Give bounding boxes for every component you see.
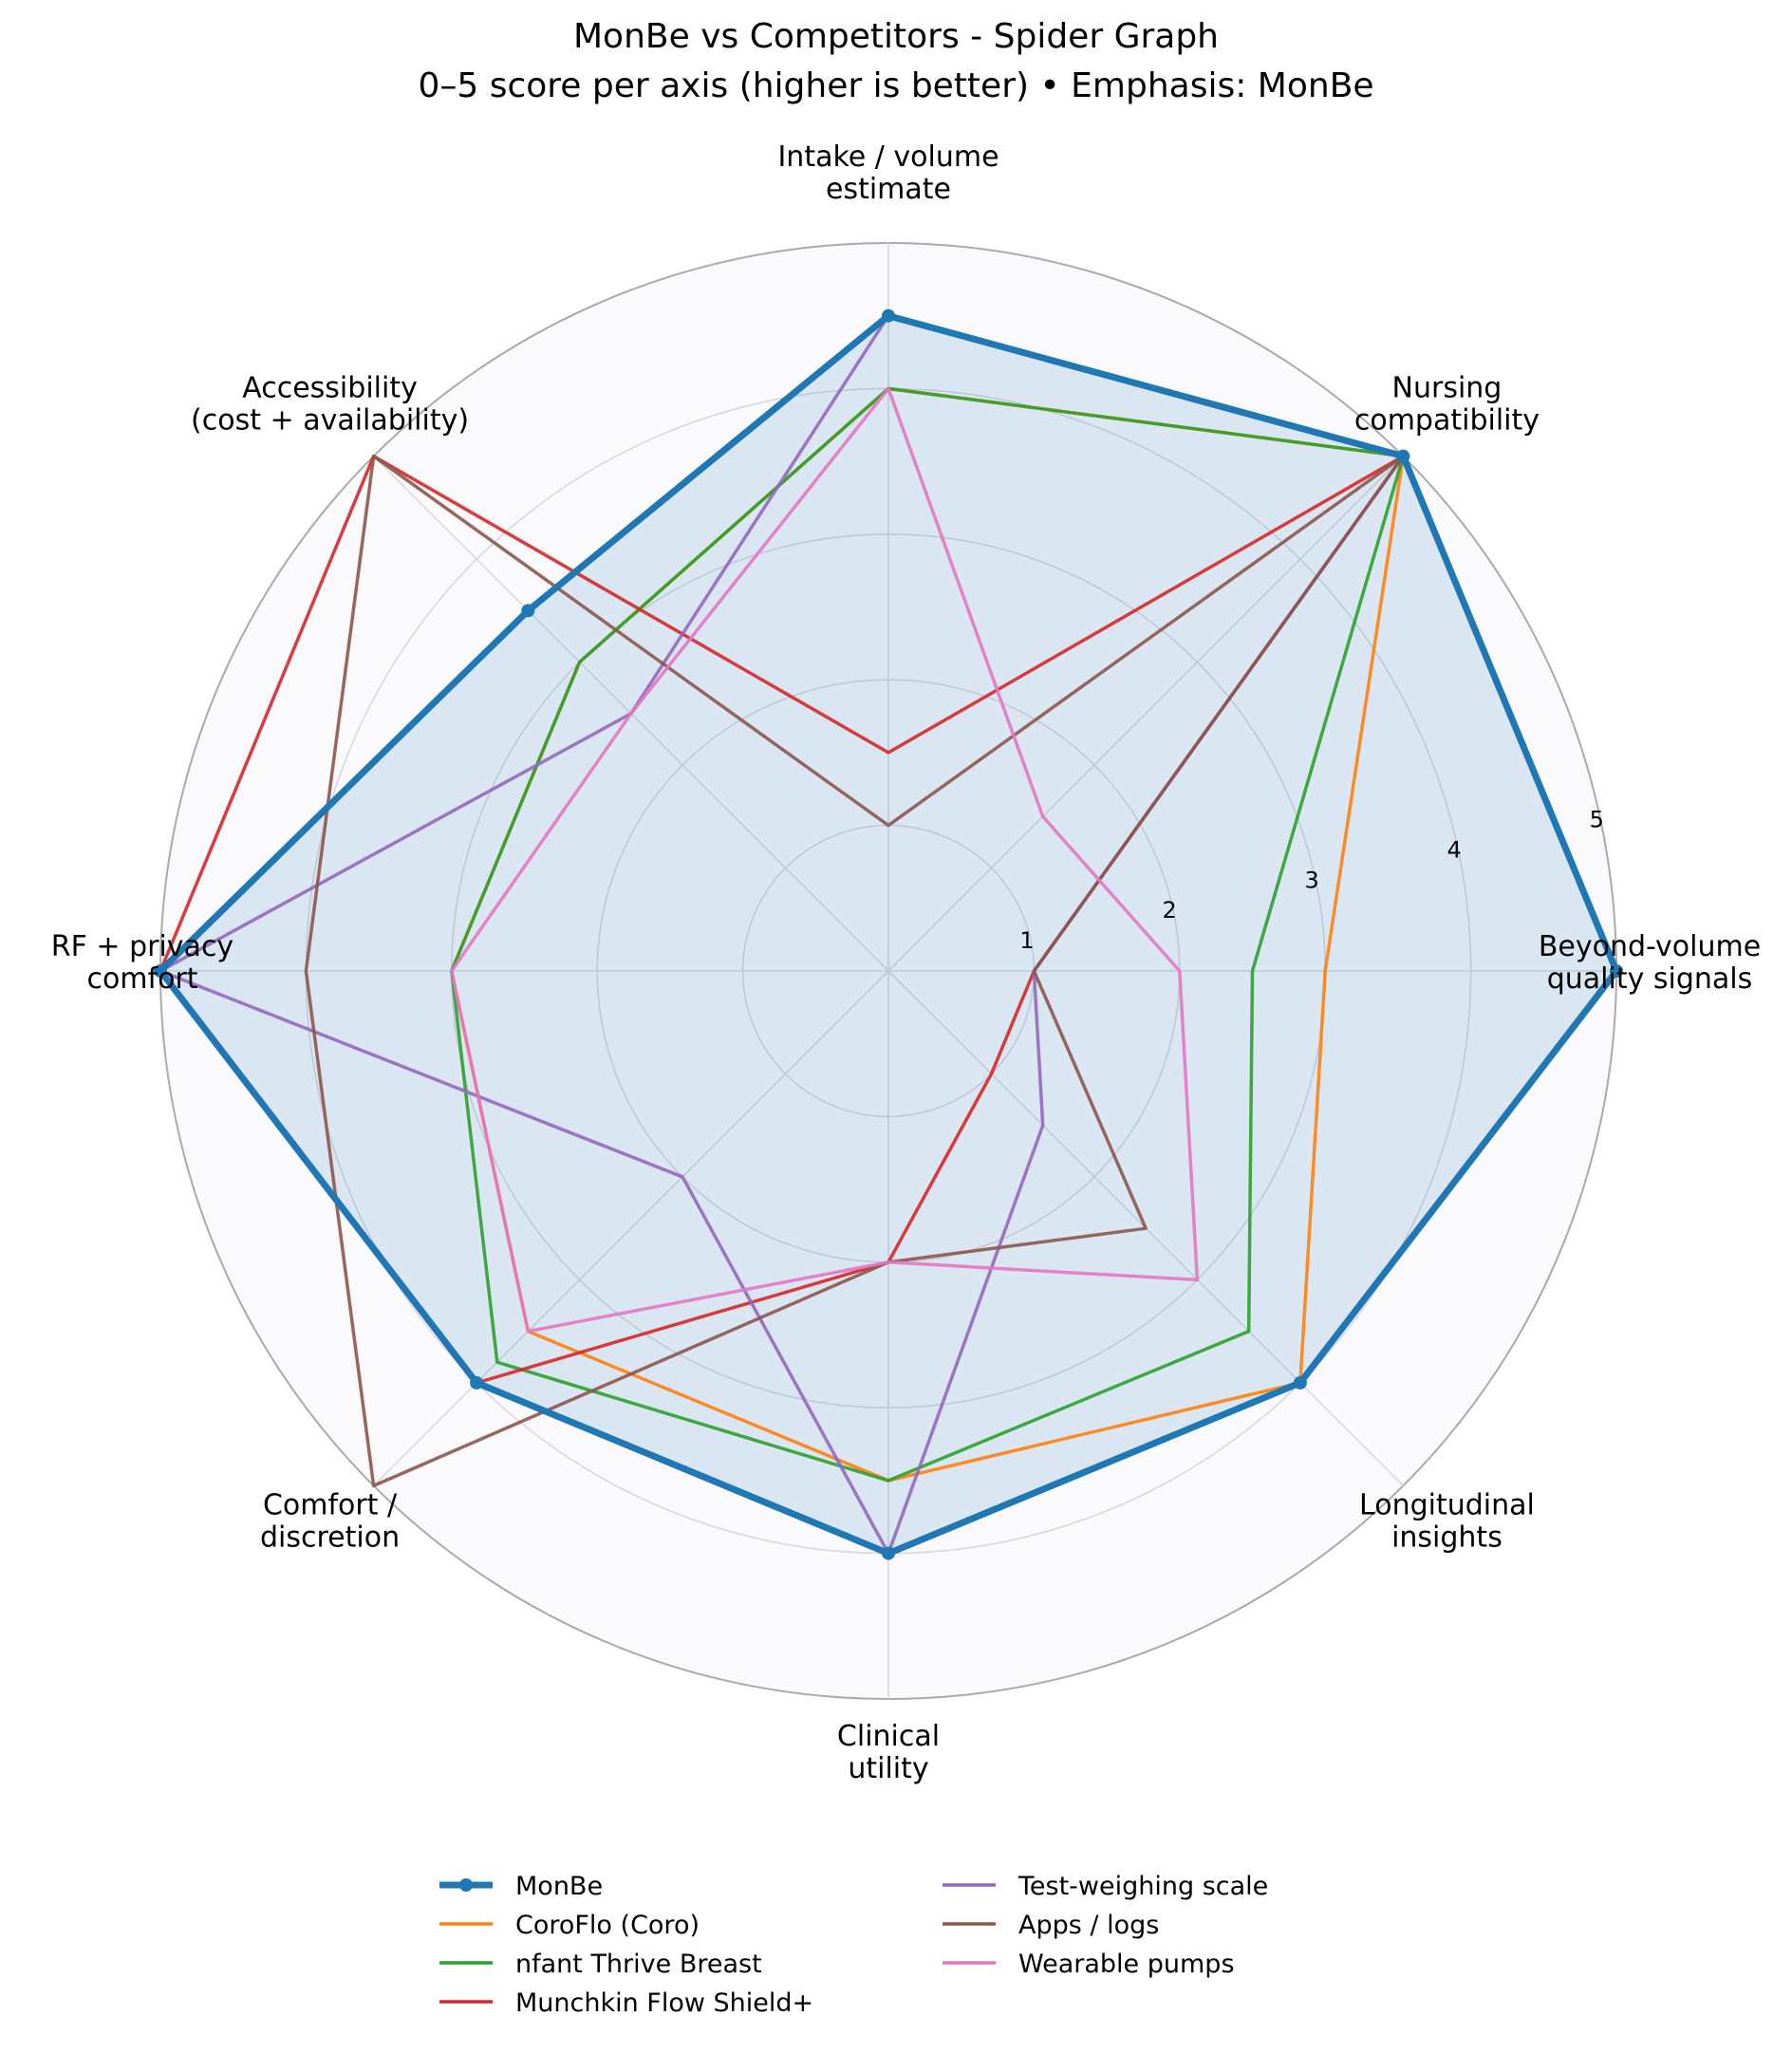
series-group <box>154 308 1623 1560</box>
radial-tick-label: 5 <box>1590 807 1604 833</box>
data-point-monbe <box>882 308 895 323</box>
series-fill-monbe <box>160 315 1616 1554</box>
data-point-monbe <box>470 1375 484 1390</box>
grid-spoke <box>887 456 1404 972</box>
data-point-monbe <box>154 964 167 978</box>
axis-label-line: discretion <box>260 1521 400 1554</box>
axis-label: Nursing compatibility <box>1354 372 1540 438</box>
legend-label-apps-logs: Apps / logs <box>1018 1911 1159 1940</box>
axis-label-line: Intake / volume <box>777 140 999 174</box>
data-point-monbe <box>1293 1375 1307 1390</box>
axis-label-line: quality signals <box>1547 962 1753 996</box>
axis-label: Accessibility (cost + availability) <box>191 372 469 438</box>
axis-label-line: (cost + availability) <box>191 404 469 438</box>
radial-tick-label: 3 <box>1305 867 1319 893</box>
axis-label-line: comfort <box>86 962 197 996</box>
chart-subtitle: 0–5 score per axis (higher is better) • … <box>418 66 1373 105</box>
axis-label: Intake / volume estimate <box>777 140 999 206</box>
data-point-monbe <box>1610 964 1623 978</box>
axis-label-line: Beyond-volume <box>1539 930 1761 963</box>
radial-tick-label: 1 <box>1019 927 1034 954</box>
legend-label-munchkin-flow-shield-: Munchkin Flow Shield+ <box>515 1988 813 2018</box>
legend-label-wearable-pumps: Wearable pumps <box>1018 1950 1235 1979</box>
legend-marker-monbe <box>459 1878 473 1892</box>
axis-labels: 1 2 3 4 5 Intake / volume estimate Nursing compa… <box>51 140 1761 1785</box>
axis-label-line: Clinical <box>837 1720 940 1753</box>
axis-label-line: utility <box>848 1752 928 1785</box>
grid-spoke <box>373 970 889 1486</box>
legend-label-monbe: MonBe <box>515 1872 603 1901</box>
radial-tick-label: 4 <box>1447 836 1462 863</box>
radial-tick-label: 2 <box>1162 897 1176 924</box>
axis-label-line: Accessibility <box>242 372 418 405</box>
legend-label-nfant-thrive-breast: nfant Thrive Breast <box>515 1950 762 1979</box>
chart-title: MonBe vs Competitors - Spider Graph <box>573 17 1219 56</box>
axis-label: Clinical utility <box>837 1720 940 1785</box>
axis-label-line: compatibility <box>1354 404 1540 438</box>
data-point-monbe <box>1396 449 1410 463</box>
axis-label-line: insights <box>1391 1521 1503 1554</box>
legend-label-coroflo-coro-: CoroFlo (Coro) <box>515 1911 700 1940</box>
axis-label-line: Longitudinal <box>1359 1488 1535 1521</box>
series-line-wearable-pumps <box>450 386 1200 1334</box>
axis-label: Comfort / discretion <box>260 1488 400 1554</box>
data-point-monbe <box>882 1546 895 1560</box>
axis-label: RF + privacy comfort <box>51 930 233 996</box>
data-point-monbe <box>521 604 535 618</box>
axis-label-line: Comfort / <box>263 1488 398 1521</box>
axis-label-line: RF + privacy <box>51 930 233 963</box>
legend-label-test-weighing-scale: Test-weighing scale <box>1017 1872 1268 1901</box>
axis-label-line: estimate <box>826 173 951 206</box>
axis-label-line: Nursing <box>1392 372 1503 405</box>
legend: MonBe CoroFlo (Coro) nfant Thrive Breast Mu… <box>439 1872 1268 2018</box>
axis-label: Longitudinal insights <box>1359 1488 1535 1554</box>
axis-label: Beyond-volume quality signals <box>1539 930 1761 996</box>
